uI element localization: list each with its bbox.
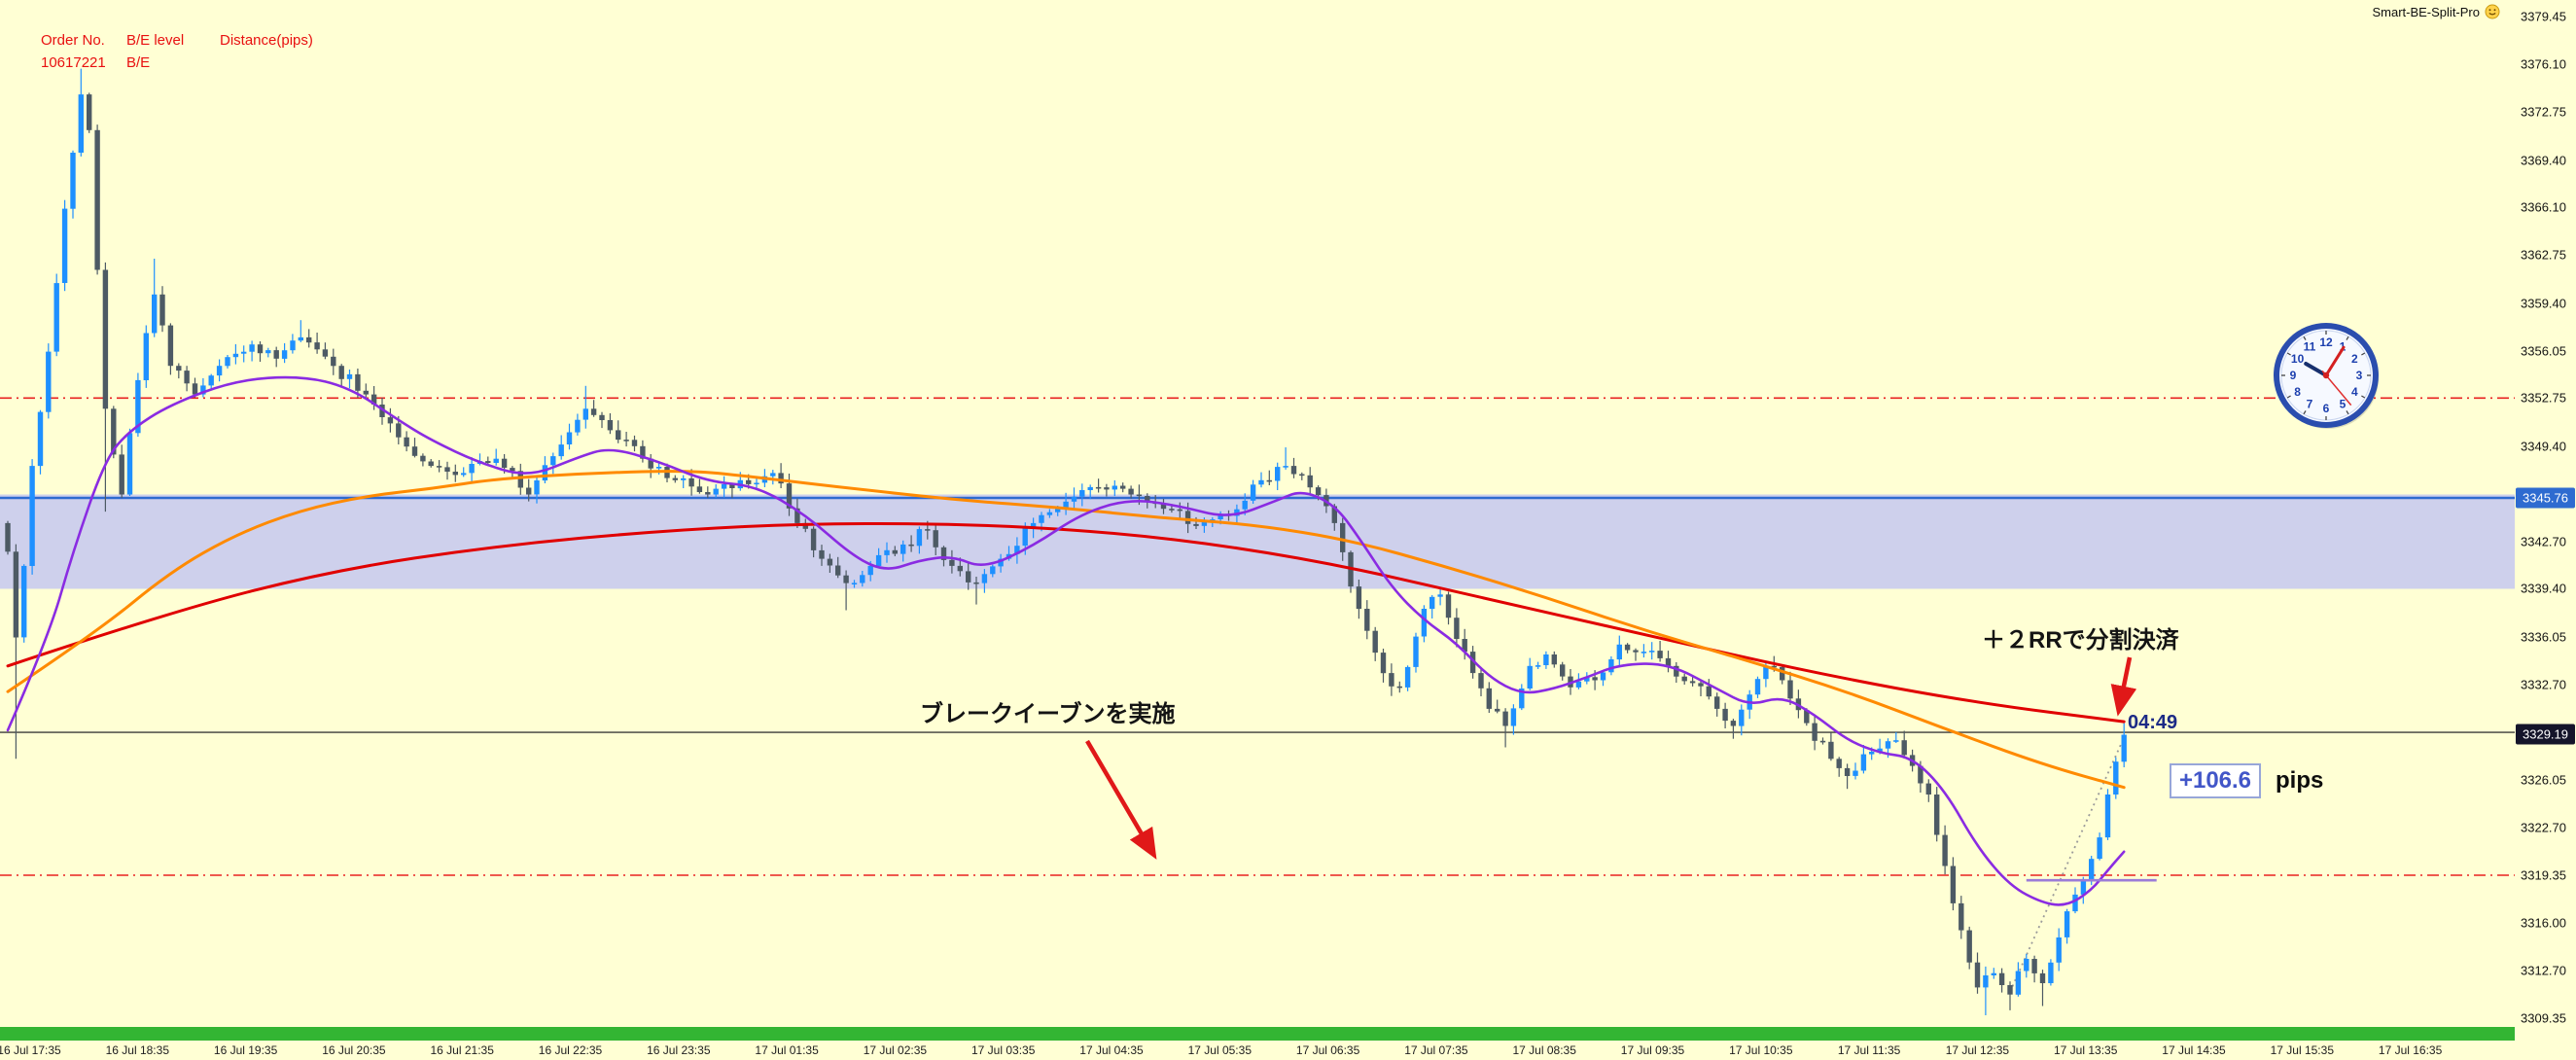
order-no-header: Order No.	[41, 32, 105, 49]
price-axis[interactable]: 3379.45 3376.10 3372.75 3369.40 3366.10 3362.…	[2515, 0, 2576, 1060]
svg-text:5: 5	[2340, 397, 2347, 410]
price-label: 3332.70	[2521, 677, 2566, 692]
order-info-panel: Order No. B/E level Distance(pips) 10617…	[41, 29, 346, 74]
price-label: 3369.40	[2521, 153, 2566, 168]
price-label: 3326.05	[2521, 772, 2566, 788]
mid-ma	[6, 470, 2126, 790]
price-label: 3379.45	[2521, 9, 2566, 24]
price-label: 3312.70	[2521, 963, 2566, 978]
price-badge: 3345.76	[2516, 487, 2575, 509]
time-label: 17 Jul 05:35	[1187, 1043, 1252, 1057]
distance-header: Distance(pips)	[220, 32, 313, 49]
clock-ticks	[2281, 331, 2371, 420]
split-note: ＋２RRで分割決済	[1982, 627, 2179, 654]
price-label: 3356.05	[2521, 343, 2566, 359]
time-label: 17 Jul 10:35	[1729, 1043, 1793, 1057]
svg-text:7: 7	[2307, 397, 2313, 410]
time-label: 17 Jul 09:35	[1620, 1043, 1685, 1057]
time-label: 17 Jul 03:35	[970, 1043, 1036, 1057]
ea-name-label: Smart-BE-Split-Pro	[2372, 4, 2480, 19]
time-label: 17 Jul 14:35	[2162, 1043, 2226, 1057]
price-label: 3336.05	[2521, 629, 2566, 645]
time-label: 16 Jul 21:35	[430, 1043, 494, 1057]
ea-status-strip	[0, 1027, 2515, 1041]
time-label: 17 Jul 04:35	[1079, 1043, 1144, 1057]
breakeven-note: ブレークイーブンを実施	[920, 701, 1176, 727]
price-label: 3322.70	[2521, 820, 2566, 835]
price-label: 3366.10	[2521, 199, 2566, 215]
be-level-value: B/E	[126, 54, 151, 71]
price-label: 3349.40	[2521, 439, 2566, 454]
ea-name-badge: Smart-BE-Split-Pro	[2372, 4, 2500, 19]
pips-result-box: +106.6	[2170, 763, 2261, 798]
time-label: 16 Jul 22:35	[538, 1043, 603, 1057]
trade-history-line	[2009, 736, 2126, 993]
time-label: 16 Jul 23:35	[647, 1043, 711, 1057]
order-number-value: 10617221	[41, 54, 106, 71]
price-label: 3342.70	[2521, 534, 2566, 549]
time-label: 17 Jul 12:35	[1945, 1043, 2010, 1057]
hour-hand	[2304, 362, 2328, 377]
svg-text:11: 11	[2304, 340, 2316, 354]
svg-text:10: 10	[2291, 352, 2305, 366]
pips-unit-label: pips	[2276, 767, 2324, 794]
price-label: 3316.00	[2521, 915, 2566, 931]
time-label: 17 Jul 06:35	[1295, 1043, 1360, 1057]
svg-text:8: 8	[2294, 385, 2301, 399]
time-label: 17 Jul 15:35	[2270, 1043, 2334, 1057]
time-label: 17 Jul 07:35	[1404, 1043, 1468, 1057]
clock-widget: 123456789101112	[2274, 323, 2379, 429]
time-label: 17 Jul 11:35	[1837, 1043, 1901, 1057]
time-label: 17 Jul 02:35	[863, 1043, 928, 1057]
candle-countdown: 04:49	[2128, 712, 2178, 733]
time-label: 17 Jul 13:35	[2053, 1043, 2118, 1057]
be-level-header: B/E level	[126, 32, 185, 49]
time-label: 17 Jul 08:35	[1512, 1043, 1576, 1057]
time-label: 16 Jul 20:35	[322, 1043, 386, 1057]
candles	[5, 68, 2127, 1015]
price-label: 3339.40	[2521, 581, 2566, 596]
time-label: 16 Jul 17:35	[0, 1043, 61, 1057]
price-label: 3309.35	[2521, 1010, 2566, 1026]
price-label: 3362.75	[2521, 247, 2566, 263]
minute-hand	[2324, 345, 2346, 377]
slow-ma	[6, 521, 2126, 724]
price-label: 3359.40	[2521, 296, 2566, 311]
price-label: 3376.10	[2521, 56, 2566, 72]
time-label: 16 Jul 19:35	[213, 1043, 278, 1057]
time-label: 17 Jul 01:35	[755, 1043, 819, 1057]
smiley-icon	[2485, 4, 2500, 19]
svg-text:9: 9	[2290, 369, 2297, 382]
price-label: 3372.75	[2521, 104, 2566, 120]
svg-text:4: 4	[2351, 385, 2358, 399]
svg-text:12: 12	[2319, 336, 2333, 349]
entry-band	[0, 494, 2515, 589]
svg-text:2: 2	[2351, 352, 2358, 366]
fast-ma	[6, 375, 2126, 906]
time-axis[interactable]: 16 Jul 17:35 16 Jul 18:35 16 Jul 19:35 16 J…	[0, 1042, 2515, 1060]
time-label: 17 Jul 16:35	[2378, 1043, 2443, 1057]
svg-text:3: 3	[2356, 369, 2363, 382]
price-badge: 3329.19	[2516, 724, 2575, 745]
price-label: 3352.75	[2521, 390, 2566, 406]
price-label: 3319.35	[2521, 867, 2566, 883]
time-label: 16 Jul 18:35	[105, 1043, 169, 1057]
svg-text:6: 6	[2323, 402, 2330, 415]
distance-value	[220, 52, 346, 74]
